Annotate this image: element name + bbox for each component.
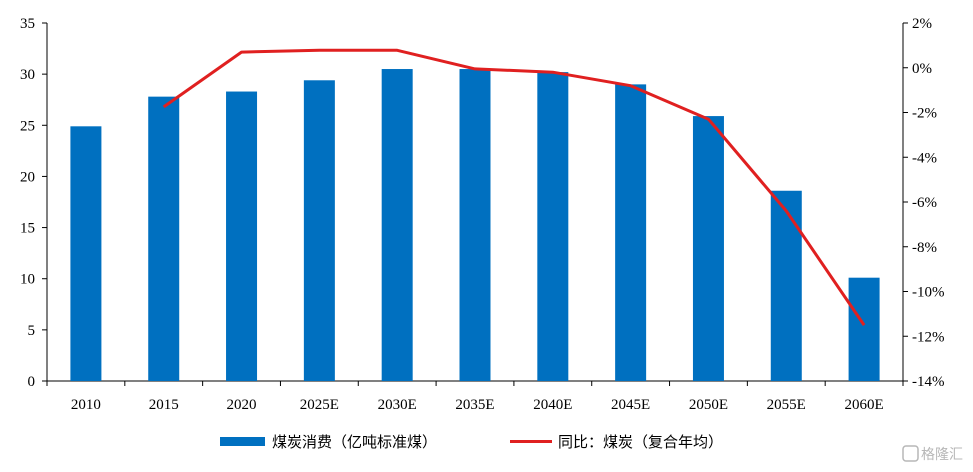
bar [692,116,724,381]
left-tick-label: 30 [20,67,35,83]
bar [303,80,335,381]
line-path [162,48,866,326]
right-tick-label: -6% [912,195,937,211]
tick-labels: 0 5 10 15 20 25 30 35 2% 0% -2% -4% -6% -8% -10% -12% -1… [20,16,945,413]
right-tick-label: 2% [912,16,932,32]
right-tick-label: -4% [912,150,937,166]
logo-icon [902,445,919,462]
left-tick-label: 5 [28,323,36,339]
x-tick-label: 2030E [378,397,417,413]
x-tick-label: 2050E [689,397,728,413]
bar [537,72,569,382]
right-tick-label: -12% [912,329,945,345]
right-tick-label: -10% [912,285,945,301]
legend-label-line: 同比：煤炭（复合年均） [558,433,723,451]
bar [848,277,880,381]
left-tick-label: 10 [20,272,35,288]
x-tick-label: 2020 [227,397,257,413]
bar [148,96,180,381]
x-tick-label: 2045E [611,397,650,413]
bar [381,69,413,382]
legend: 煤炭消费（亿吨标准煤） 同比：煤炭（复合年均） [220,433,723,451]
bar [770,190,802,381]
x-tick-label: 2035E [455,397,494,413]
right-tick-label: -8% [912,240,937,256]
legend-swatch-bar [220,437,265,446]
watermark-text: 格隆汇 [921,447,963,463]
x-tick-label: 2025E [300,397,339,413]
bar [615,84,647,381]
x-tick-label: 2055E [767,397,806,413]
x-tick-label: 2015 [149,397,179,413]
left-tick-label: 25 [20,118,35,134]
bar [459,69,491,382]
left-tick-label: 35 [20,16,35,32]
bar [70,126,102,382]
left-tick-label: 20 [20,169,35,185]
left-tick-label: 15 [20,221,35,237]
right-tick-label: -2% [912,106,937,122]
left-tick-label: 0 [28,374,36,390]
legend-label-bar: 煤炭消费（亿吨标准煤） [272,433,437,451]
bar-series [70,69,880,382]
right-tick-label: 0% [912,61,932,77]
watermark: 格隆汇 [902,445,963,463]
line-series [162,48,866,326]
right-tick-label: -14% [912,374,945,390]
x-tick-label: 2010 [71,397,101,413]
x-tick-label: 2060E [845,397,884,413]
x-tick-label: 2040E [533,397,572,413]
bar [226,91,258,381]
